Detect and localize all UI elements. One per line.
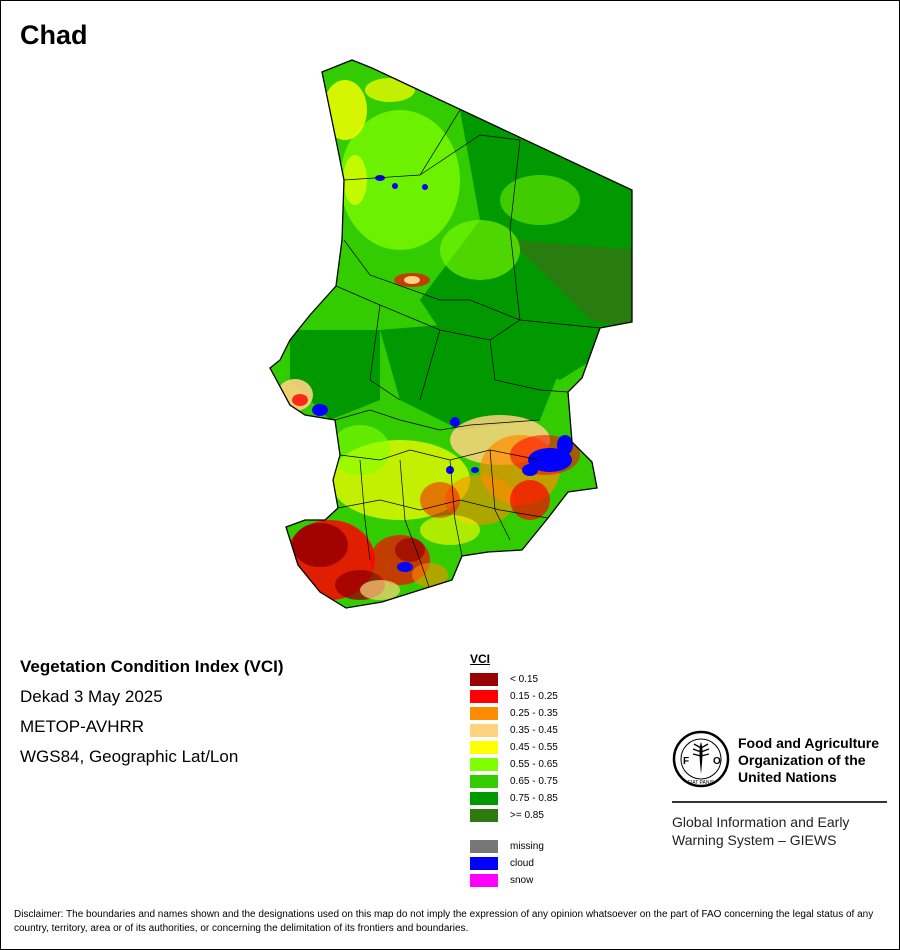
legend-class-label: 0.25 - 0.35 — [510, 708, 558, 719]
legend-classes: < 0.15 0.15 - 0.25 0.25 - 0.35 0.35 - 0.45 0… — [470, 671, 558, 824]
legend-class-swatch — [470, 690, 498, 703]
legend-other-row: snow — [470, 872, 558, 889]
fao-letter-f: F — [683, 756, 689, 767]
disclaimer: Disclaimer: The boundaries and names sho… — [14, 909, 874, 934]
legend-other-swatch — [470, 840, 498, 853]
legend-class-swatch — [470, 809, 498, 822]
index-title: Vegetation Condition Index (VCI) — [20, 657, 284, 676]
legend-class-row: 0.15 - 0.25 — [470, 688, 558, 705]
legend-class-row: >= 0.85 — [470, 807, 558, 824]
legend-class-row: 0.25 - 0.35 — [470, 705, 558, 722]
legend-other: missing cloud snow — [470, 838, 558, 889]
fao-name-line1: Food and Agriculture — [738, 735, 880, 751]
legend-class-swatch — [470, 707, 498, 720]
vci-raster — [270, 60, 632, 608]
country-map — [269, 59, 633, 609]
legend-other-row: cloud — [470, 855, 558, 872]
legend-class-label: < 0.15 — [510, 674, 539, 685]
fao-name-line3: United Nations — [738, 769, 837, 785]
fao-logo-icon: F O FIAT PANIS — [672, 730, 730, 788]
fao-letter-o: O — [713, 756, 721, 767]
legend-title: VCI — [470, 652, 491, 666]
legend-class-label: 0.35 - 0.45 — [510, 725, 558, 736]
giews-label: Global Information and Early Warning Sys… — [672, 813, 849, 849]
legend-class-label: 0.45 - 0.55 — [510, 742, 558, 753]
legend-other-label: snow — [510, 875, 534, 886]
legend-class-swatch — [470, 775, 498, 788]
map-title: Chad — [20, 20, 88, 50]
legend-class-row: < 0.15 — [470, 671, 558, 688]
legend-class-swatch — [470, 758, 498, 771]
fao-name: Food and Agriculture Organization of the… — [738, 735, 879, 786]
country-border — [269, 59, 633, 609]
legend-class-label: 0.75 - 0.85 — [510, 793, 558, 804]
fao-motto: FIAT PANIS — [688, 780, 715, 786]
legend-other-swatch — [470, 857, 498, 870]
legend-other-label: missing — [510, 841, 544, 852]
fao-divider — [672, 801, 887, 803]
projection-label: WGS84, Geographic Lat/Lon — [20, 747, 239, 766]
legend-other-label: cloud — [510, 858, 534, 869]
legend-class-swatch — [470, 792, 498, 805]
legend-class-label: 0.55 - 0.65 — [510, 759, 558, 770]
legend-class-swatch — [470, 741, 498, 754]
dekad-label: Dekad 3 May 2025 — [20, 687, 163, 706]
legend-other-swatch — [470, 874, 498, 887]
fao-name-line2: Organization of the — [738, 752, 866, 768]
legend-class-row: 0.65 - 0.75 — [470, 773, 558, 790]
legend-class-swatch — [470, 673, 498, 686]
legend-other-row: missing — [470, 838, 558, 855]
legend-class-row: 0.75 - 0.85 — [470, 790, 558, 807]
legend-class-label: 0.15 - 0.25 — [510, 691, 558, 702]
legend-class-label: 0.65 - 0.75 — [510, 776, 558, 787]
sensor-label: METOP-AVHRR — [20, 717, 145, 736]
legend-class-swatch — [470, 724, 498, 737]
giews-line1: Global Information and Early — [672, 814, 850, 830]
giews-line2: Warning System – GIEWS — [672, 832, 837, 848]
admin-boundaries — [334, 109, 601, 591]
vci-legend: VCI < 0.15 0.15 - 0.25 0.25 - 0.35 0.35 - 0… — [470, 652, 558, 889]
legend-class-row: 0.35 - 0.45 — [470, 722, 558, 739]
legend-class-label: >= 0.85 — [510, 810, 544, 821]
legend-class-row: 0.45 - 0.55 — [470, 739, 558, 756]
legend-class-row: 0.55 - 0.65 — [470, 756, 558, 773]
